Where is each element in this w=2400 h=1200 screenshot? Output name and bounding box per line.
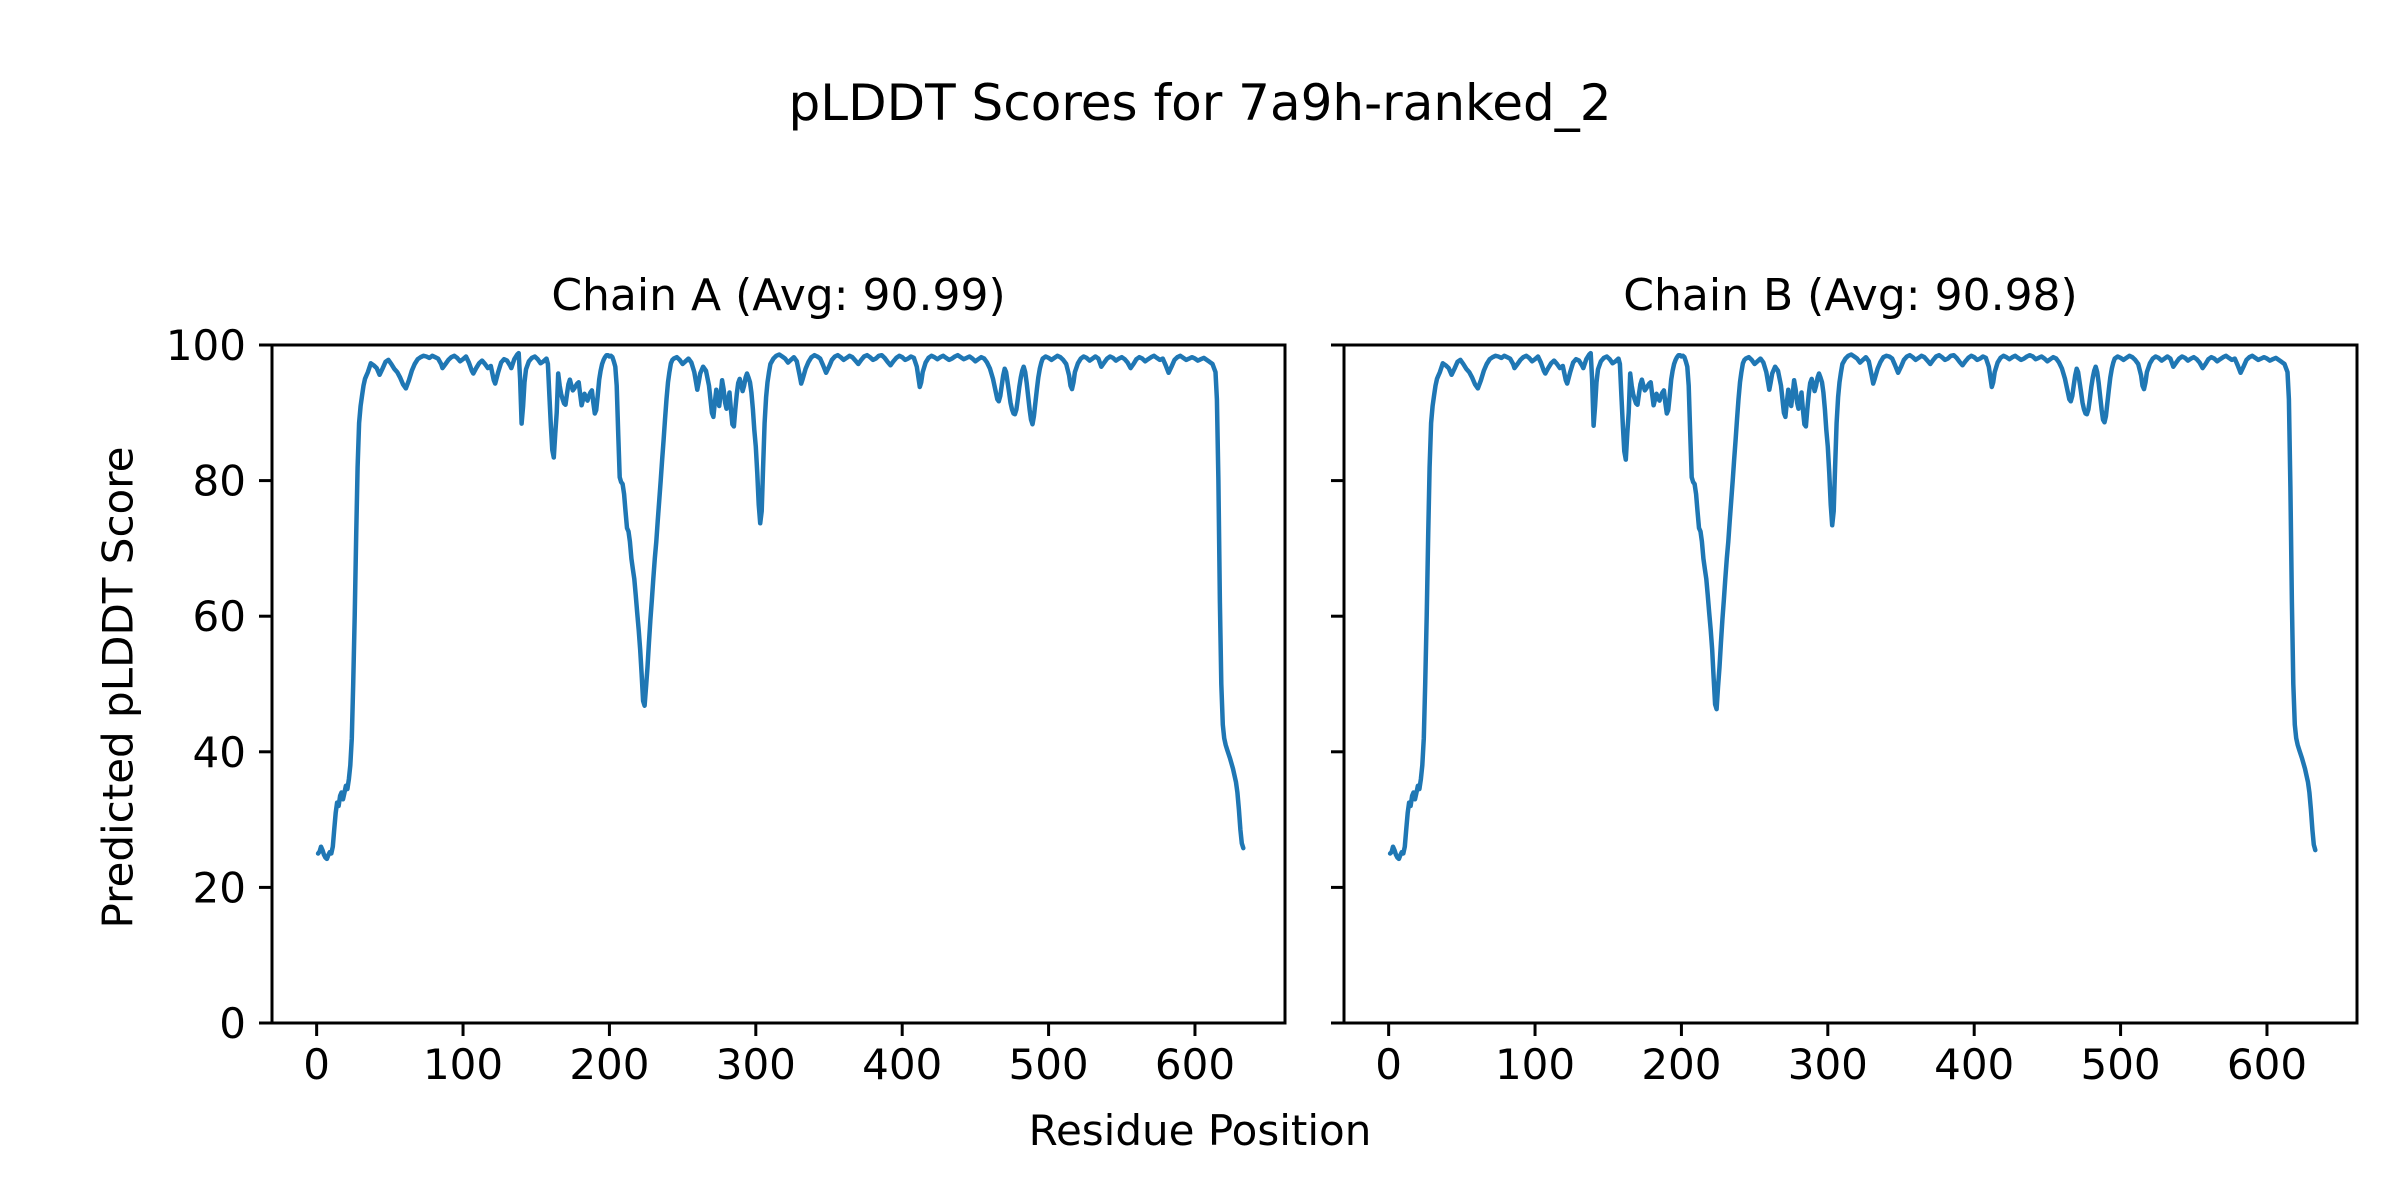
chain-a-subplot-title: Chain A (Avg: 90.99) (551, 270, 1006, 321)
y-tick-label: 60 (193, 592, 246, 641)
y-tick-label: 80 (193, 457, 246, 506)
axes-frame (270, 343, 1287, 1025)
y-tick-label: 0 (219, 999, 246, 1048)
y-axis-label: Predicted pLDDT Score (93, 446, 143, 929)
x-tick-label: 100 (423, 1040, 503, 1089)
x-tick-label: 600 (1155, 1040, 1235, 1089)
x-tick-label: 600 (2227, 1040, 2307, 1089)
x-axis-label: Residue Position (1028, 1106, 1372, 1155)
x-tick-label: 500 (2080, 1040, 2160, 1089)
x-tick-label: 400 (862, 1040, 942, 1089)
x-tick-label: 300 (716, 1040, 796, 1089)
chain-b-subplot-title: Chain B (Avg: 90.98) (1623, 270, 2078, 321)
x-tick-label: 100 (1495, 1040, 1575, 1089)
figure-title: pLDDT Scores for 7a9h-ranked_2 (788, 74, 1612, 132)
x-tick-label: 0 (303, 1040, 330, 1089)
chain-a-plot: 0 100 200 300 400 500 600 0 20 40 60 80 100 (166, 321, 1287, 1089)
x-tick-label: 0 (1375, 1040, 1402, 1089)
chain-b-plot: 0 100 200 300 400 500 600 (1331, 343, 2359, 1089)
y-tick-label: 40 (193, 728, 246, 777)
y-tick-label: 100 (166, 321, 246, 370)
y-tick-label: 20 (193, 863, 246, 912)
x-tick-label: 200 (569, 1040, 649, 1089)
x-tick-label: 400 (1934, 1040, 2014, 1089)
x-tick-label: 500 (1008, 1040, 1088, 1089)
plddt-line-chain-b (1387, 350, 2318, 862)
x-tick-label: 200 (1641, 1040, 1721, 1089)
plddt-line-chain-a (315, 350, 1246, 862)
x-tick-label: 300 (1788, 1040, 1868, 1089)
axes-frame (1342, 343, 2359, 1025)
